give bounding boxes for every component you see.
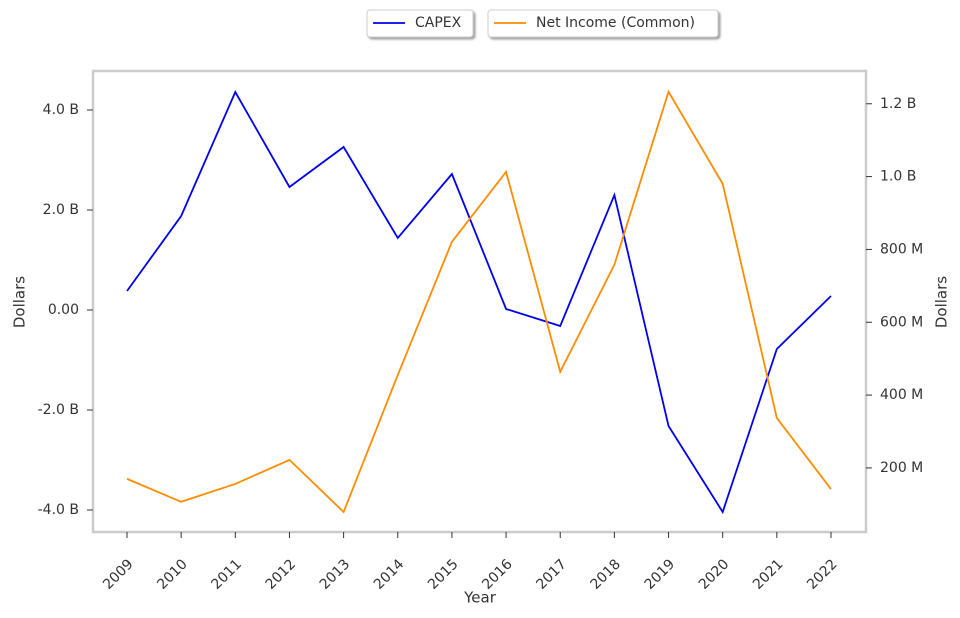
y-tick-label: 2.0 B	[43, 202, 79, 218]
y2-tick-label: 800 M	[880, 241, 923, 257]
x-tick-label: 2021	[750, 556, 787, 593]
y2-tick-label: 1.0 B	[880, 169, 916, 185]
legend-label: Net Income (Common)	[536, 15, 695, 31]
series-line	[126, 89, 832, 515]
x-tick-label: 2020	[696, 556, 733, 593]
x-tick-label: 2022	[804, 556, 841, 593]
y2-tick-label: 1.2 B	[880, 96, 916, 112]
x-tick-label: 2019	[642, 556, 679, 593]
x-tick-label: 2015	[425, 556, 462, 593]
x-tick-label: 2013	[317, 556, 354, 593]
x-tick-label: 2017	[533, 556, 570, 593]
y-axis-label: Dollars	[11, 276, 29, 328]
y2-tick-label: 400 M	[880, 387, 923, 403]
x-tick-label: 2018	[588, 556, 625, 593]
y2-tick-label: 600 M	[880, 314, 923, 330]
x-tick-label: 2012	[263, 556, 300, 593]
x-tick-label: 2009	[100, 556, 137, 593]
x-tick-label: 2014	[371, 556, 408, 593]
legend-item: CAPEX	[366, 9, 474, 38]
x-axis-label: Year	[463, 589, 497, 607]
legend-box	[487, 9, 719, 38]
legend-box	[366, 9, 474, 38]
y2-tick-label: 200 M	[880, 460, 923, 476]
x-tick-label: 2011	[208, 556, 245, 593]
legend-label: CAPEX	[415, 15, 462, 31]
series-line	[126, 89, 832, 514]
y2-axis-label: Dollars	[933, 276, 951, 328]
y-tick-label: -4.0 B	[38, 502, 79, 518]
plot-frame	[91, 69, 868, 534]
x-tick-label: 2016	[479, 556, 516, 593]
x-tick-label: 2010	[154, 556, 191, 593]
y-tick-label: -2.0 B	[38, 402, 79, 418]
y-tick-label: 4.0 B	[43, 102, 79, 118]
y-tick-label: 0.00	[48, 302, 79, 318]
legend-item: Net Income (Common)	[487, 9, 719, 38]
